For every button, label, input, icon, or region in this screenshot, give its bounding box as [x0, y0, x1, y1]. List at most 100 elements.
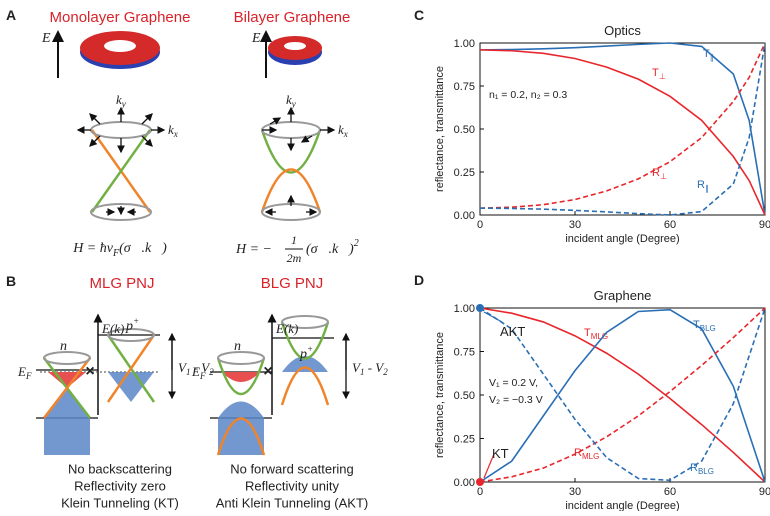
series-label: T⊥: [652, 67, 666, 81]
caption-line: Anti Klein Tunneling (AKT): [216, 495, 368, 510]
y-tick-label: 0.50: [454, 124, 475, 136]
label-sub: F: [25, 371, 32, 381]
label-base: p: [299, 347, 307, 362]
label-base: E: [17, 364, 26, 379]
label-base: p: [125, 319, 133, 334]
hamiltonian: (σ⃗.k⃗)2: [306, 238, 359, 257]
axis-label: E: [251, 31, 261, 46]
y-tick-label: 1.00: [454, 38, 475, 50]
page: A Monolayer Graphene Bilayer Graphene E …: [0, 0, 770, 511]
axis-label: ky: [116, 92, 126, 109]
y-tick-label: 0.25: [454, 434, 475, 446]
blg-pnj-diagram: ×: [210, 315, 346, 455]
bias-label: V1 - V2: [352, 360, 388, 377]
series-line: [480, 43, 765, 215]
series-name-sub: BLG: [700, 324, 716, 333]
axis-label: E: [41, 31, 51, 46]
formula-sup: 2: [354, 238, 359, 249]
y-tick-label: 0.00: [454, 210, 475, 222]
y-axis-label: reflectance, transmittance: [434, 66, 446, 192]
label-sub: x: [173, 129, 178, 139]
region-label: p+: [125, 316, 139, 334]
axis-label: kx: [168, 122, 178, 139]
caption-line: Reflectivity zero: [74, 478, 166, 493]
label-sup: +: [133, 316, 139, 326]
series-name: R: [652, 167, 660, 179]
y-axis-label: reflectance, transmittance: [434, 332, 446, 458]
formula-numerator: 1: [291, 233, 297, 247]
caption-line: Reflectivity unity: [245, 478, 339, 493]
marker-arrow: [484, 312, 502, 322]
x-axis-label: incident angle (Degree): [565, 500, 679, 511]
panel-title: BLG PNJ: [261, 275, 324, 292]
x-tick-label: 30: [569, 219, 581, 231]
chart-title: Graphene: [594, 288, 652, 303]
series-line: [480, 43, 765, 215]
svg-text:×: ×: [85, 363, 94, 380]
series-line: [480, 43, 765, 208]
series-label: R⊥: [652, 167, 667, 181]
annotation: n₁ = 0.2, n₂ = 0.3: [489, 89, 567, 101]
figure: A Monolayer Graphene Bilayer Graphene E …: [0, 0, 770, 511]
y-tick-label: 0.50: [454, 390, 475, 402]
formula-part: (σ⃗.k⃗): [119, 241, 167, 256]
annotation: V₁ = 0.2 V,: [489, 377, 538, 389]
caption-line: Klein Tunneling (KT): [61, 495, 179, 510]
x-tick-label: 30: [569, 486, 581, 498]
annotation: V₂ = −0.3 V: [489, 394, 543, 406]
plot-frame: [480, 43, 765, 215]
panel-title: MLG PNJ: [89, 275, 154, 292]
y-tick-label: 0.00: [454, 477, 475, 489]
label-base: E: [191, 364, 200, 379]
point-marker: [476, 478, 484, 486]
series-label: R∥: [697, 179, 709, 193]
y-tick-label: 1.00: [454, 303, 475, 315]
series-name-sub: BLG: [698, 467, 714, 476]
panel-letter: A: [6, 7, 16, 23]
label-sub: y: [291, 99, 296, 109]
x-tick-label: 0: [477, 219, 483, 231]
formula-part: H = ħv: [72, 241, 114, 256]
x-tick-label: 0: [477, 486, 483, 498]
pseudospin-arrows: [78, 108, 164, 214]
series-name: R: [574, 447, 582, 459]
bilayer-torus: [268, 36, 322, 65]
panel-title: Monolayer Graphene: [50, 9, 191, 26]
x-tick-label: 90: [759, 219, 770, 231]
marker-label: AKT: [500, 324, 525, 339]
x-tick-label: 60: [664, 486, 676, 498]
series-name-sub: ⊥: [660, 172, 667, 181]
label-base: - V: [364, 360, 385, 375]
mlg-pnj-diagram: ×: [36, 315, 172, 455]
formula-denominator: 2m: [287, 251, 302, 265]
series-name-sub: ∥: [710, 53, 714, 62]
label-sub: x: [343, 129, 348, 139]
chart-title: Optics: [604, 23, 641, 38]
y-tick-label: 0.25: [454, 167, 475, 179]
label-sub: F: [199, 371, 206, 381]
hamiltonian: H = −: [235, 242, 272, 257]
region-label: n: [234, 339, 241, 354]
series-name: R: [697, 179, 705, 191]
series-name-sub: MLG: [582, 452, 599, 461]
region-label: n: [60, 339, 67, 354]
y-tick-label: 0.75: [454, 81, 475, 93]
axis-label: E(k): [275, 321, 298, 336]
series-label: TBLG: [693, 319, 716, 333]
marker-label: KT: [492, 446, 509, 461]
axis-label: ky: [286, 92, 296, 109]
series-line: [480, 50, 765, 215]
series-label: RMLG: [574, 447, 599, 461]
panel-letter: D: [414, 272, 424, 288]
series-name-sub: ∥: [705, 184, 709, 193]
formula-part: (σ⃗.k⃗): [306, 242, 354, 257]
mlg-torus: [80, 31, 160, 69]
fermi-label: EF: [17, 364, 32, 381]
point-marker: [476, 304, 484, 312]
axis-label: E(k): [101, 321, 124, 336]
hamiltonian: H = ħvF(σ⃗.k⃗): [72, 241, 167, 259]
panel-letter: C: [414, 7, 424, 23]
label-sub: y: [121, 99, 126, 109]
series-label: T∥: [703, 48, 714, 62]
panel-title: Bilayer Graphene: [234, 9, 351, 26]
